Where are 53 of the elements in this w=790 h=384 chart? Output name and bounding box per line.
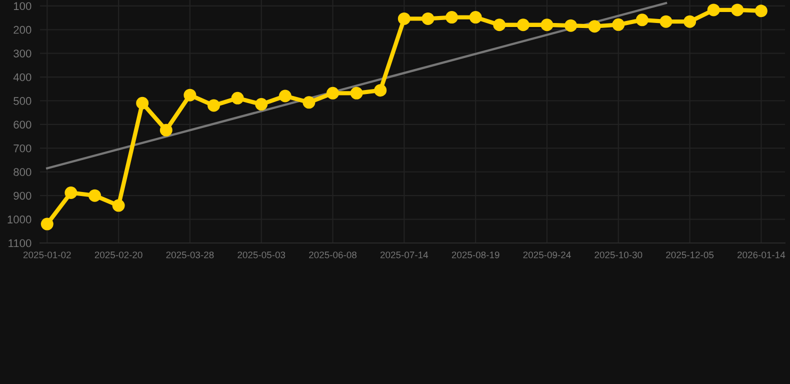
y-tick-label: 700 xyxy=(14,144,32,152)
point xyxy=(184,88,196,102)
y-tick-label: 400 xyxy=(13,73,32,82)
x-tick-label: 2025-07-14 xyxy=(380,252,428,258)
y-tick-label: 300 xyxy=(14,50,32,58)
point xyxy=(255,98,268,111)
y-tick-label: 1000 xyxy=(8,216,32,224)
point xyxy=(636,14,648,26)
x-tick-label: 2025-02-20 xyxy=(94,252,142,258)
point xyxy=(208,99,220,112)
x-tick-label: 2025-06-08 xyxy=(309,252,357,258)
point xyxy=(398,12,410,25)
point xyxy=(160,124,172,136)
point xyxy=(422,12,434,25)
point xyxy=(493,18,506,32)
x-tick-label: 2025-09-24 xyxy=(523,252,571,258)
y-tick-label: 800 xyxy=(14,168,32,176)
x-tick-label: 2025-05-03 xyxy=(238,252,286,258)
point xyxy=(707,4,720,16)
point xyxy=(231,92,244,104)
x-tick-label: 2025-10-30 xyxy=(594,252,642,258)
y-tick-label: 500 xyxy=(14,97,32,105)
point xyxy=(302,96,316,109)
point xyxy=(374,84,387,97)
point xyxy=(326,86,340,100)
y-tick-label: 900 xyxy=(14,192,32,200)
point xyxy=(88,189,101,202)
point xyxy=(731,4,744,16)
y-tick-label: 600 xyxy=(14,120,32,129)
point xyxy=(278,90,292,102)
point xyxy=(564,19,578,32)
y-tick-label: 200 xyxy=(14,26,32,34)
point xyxy=(540,18,554,32)
point xyxy=(350,86,363,100)
y-tick-label: 100 xyxy=(14,2,32,10)
x-tick-label: 2026-01-14 xyxy=(738,252,786,258)
x-tick-label: 2025-01-02 xyxy=(23,252,71,258)
point xyxy=(40,218,54,230)
point xyxy=(446,11,458,24)
point xyxy=(112,199,125,212)
x-tick-label: 2025-12-05 xyxy=(666,252,714,258)
x-tick-label: 2025-03-28 xyxy=(166,252,214,258)
point xyxy=(754,4,768,18)
y-tick-label: 1100 xyxy=(8,239,32,248)
point xyxy=(64,186,78,199)
point xyxy=(516,18,530,32)
point xyxy=(136,96,149,110)
point xyxy=(684,15,696,28)
point xyxy=(660,15,672,28)
point xyxy=(469,11,482,24)
point xyxy=(588,20,601,33)
x-tick-label: 2025-08-19 xyxy=(452,252,500,258)
point xyxy=(612,18,625,31)
